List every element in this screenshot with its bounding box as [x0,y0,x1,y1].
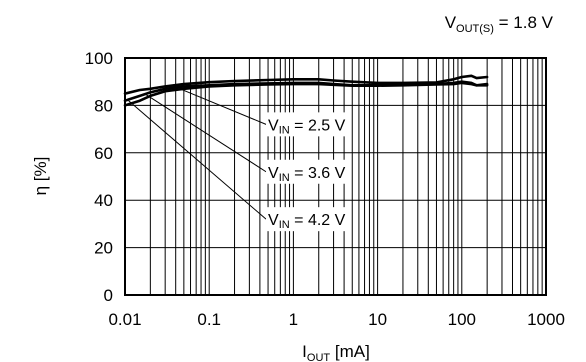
x-axis-title: IOUT [mA] [302,342,370,362]
y-tick-label: 100 [85,49,113,68]
x-tick-label: 0.1 [197,310,221,329]
series-label-background [266,112,350,137]
x-tick-label: 0.01 [108,310,141,329]
x-tick-label: 100 [448,310,476,329]
series-leader-line [128,100,267,220]
x-tick-label: 1 [289,310,298,329]
series-label-1: VIN = 2.5 V [179,88,350,137]
x-tick-label: 1000 [527,310,565,329]
series-label-text: VIN = 3.6 V [268,165,346,184]
y-tick-label: 60 [94,144,113,163]
series-label-text: VIN = 4.2 V [268,212,346,231]
curve-labels: VIN = 2.5 V VIN = 3.6 V VIN = 4.2 V [128,88,350,232]
series-label-background [266,159,350,184]
series-label-text: VIN = 2.5 V [268,117,346,136]
series-line-1 [123,74,489,95]
series-leader-line [179,88,267,125]
plot-frame [124,57,547,296]
series-label-3: VIN = 4.2 V [128,100,350,232]
series-label-2: VIN = 3.6 V [144,93,350,184]
y-tick-label: 20 [94,239,113,258]
curves [123,74,489,107]
series-leader-line [144,93,267,173]
series-label-background [266,207,350,232]
y-tick-label: 80 [94,96,113,115]
series-line-3 [123,81,489,107]
x-tick-label: 10 [368,310,387,329]
y-tick-label: 0 [104,286,113,305]
y-tick-label: 40 [94,191,113,210]
tick-labels: 0.01 0.1 1 10 100 1000 0 20 40 60 80 100 [85,49,565,329]
condition-label: VOUT(S) = 1.8 V [445,13,554,35]
y-axis-title: η [%] [31,157,50,196]
